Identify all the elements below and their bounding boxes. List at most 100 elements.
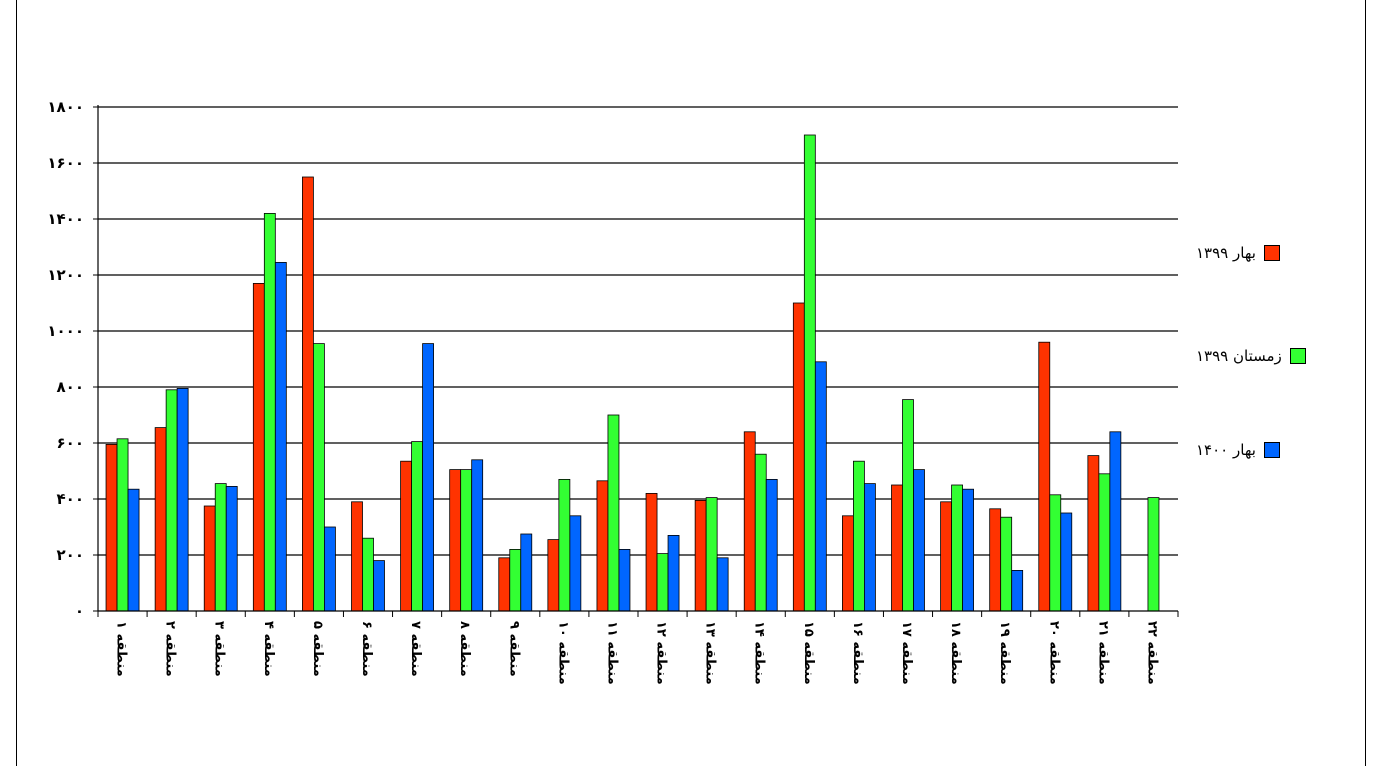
x-tick-label: منطقه ۱۲ — [654, 621, 669, 685]
legend-swatch — [1263, 442, 1280, 458]
bar — [902, 399, 914, 612]
bar — [460, 469, 473, 612]
x-tick-label: منطقه ۱۶ — [850, 621, 865, 685]
bar — [225, 485, 238, 612]
y-tick-label: ۴۰۰ — [57, 490, 84, 508]
x-tick-label: منطقه ۱۷ — [899, 621, 914, 685]
bars — [105, 134, 1160, 612]
bar — [263, 212, 276, 612]
y-tick-label: ۲۰۰ — [57, 546, 84, 564]
bar — [842, 515, 854, 612]
x-tick-label: منطقه ۵ — [310, 621, 325, 677]
bar — [716, 557, 729, 612]
x-tick-label: منطقه ۱ — [114, 621, 129, 677]
bar — [989, 508, 1002, 612]
bar — [498, 557, 511, 612]
x-tick-label: منطقه ۲۲ — [1144, 621, 1159, 685]
legend-label: بهار ۱۳۹۹ — [1196, 244, 1256, 262]
x-tick-label: منطقه ۶ — [359, 621, 374, 677]
frame-left-border — [16, 0, 17, 766]
bar — [411, 441, 423, 612]
bar — [373, 560, 385, 612]
bar — [1109, 431, 1122, 612]
bar — [1087, 455, 1100, 612]
bar — [116, 438, 129, 612]
bar — [252, 282, 265, 612]
bar — [302, 176, 314, 612]
legend-swatch — [1263, 245, 1280, 261]
bar — [324, 526, 336, 612]
legend-item: بهار ۱۳۹۹ — [1196, 242, 1280, 264]
bar — [1049, 494, 1062, 612]
bar — [792, 302, 805, 612]
bar — [814, 361, 827, 612]
bar — [618, 549, 631, 612]
bar — [596, 480, 609, 612]
bar — [569, 515, 582, 612]
bar — [1098, 473, 1111, 612]
x-tick-label: منطقه ۱۵ — [801, 621, 816, 685]
legend-swatch — [1289, 348, 1306, 364]
y-tick-label: ۱۶۰۰ — [47, 154, 84, 172]
y-tick-labels: ۰ ۲۰۰ ۴۰۰ ۶۰۰ ۸۰۰ ۱۰۰۰ ۱۲۰۰ ۱۴۰۰ ۱۶۰۰ ۱۸۰۰ — [47, 98, 84, 620]
y-tick-label: ۸۰۰ — [57, 378, 84, 396]
x-tick-label: منطقه ۲۱ — [1095, 621, 1110, 685]
bar — [1000, 516, 1013, 612]
bar — [176, 387, 189, 612]
bar — [694, 499, 707, 612]
x-tick-label: منطقه ۲۰ — [1046, 621, 1061, 685]
x-tick-label: منطقه ۹ — [506, 621, 521, 677]
legend-label: بهار ۱۴۰۰ — [1196, 441, 1256, 459]
bar — [667, 535, 680, 612]
bar — [1060, 512, 1073, 612]
bar — [105, 443, 118, 612]
x-tick-label: منطقه ۷ — [408, 621, 423, 677]
x-tick-label: منطقه ۱۹ — [997, 621, 1012, 685]
y-tick-label: ۱۰۰۰ — [47, 322, 84, 340]
x-tick-label: منطقه ۱۱ — [604, 621, 619, 685]
bar — [509, 549, 522, 612]
bar — [1147, 497, 1160, 612]
legend-label: زمستان ۱۳۹۹ — [1196, 347, 1282, 365]
bar — [853, 460, 865, 612]
x-tick-label: منطقه ۱۳ — [703, 621, 718, 685]
x-tick-label: منطقه ۱۴ — [752, 621, 767, 685]
bar — [547, 539, 560, 612]
bar — [962, 488, 974, 612]
x-tick-label: منطقه ۸ — [457, 621, 472, 677]
x-tick-label: منطقه ۲ — [163, 621, 178, 677]
y-tick-label: ۱۸۰۰ — [47, 98, 84, 116]
bar — [645, 492, 658, 612]
bar — [940, 501, 952, 612]
gridlines — [98, 106, 1178, 556]
bar — [449, 469, 462, 612]
y-tick-label: ۶۰۰ — [57, 434, 84, 452]
y-tick-label: ۰ — [75, 602, 84, 620]
bar — [913, 469, 925, 612]
bar — [362, 537, 374, 612]
x-tick-label: منطقه ۱۰ — [555, 621, 570, 685]
bar — [754, 453, 767, 612]
bar — [520, 533, 533, 612]
y-tick-label: ۱۴۰۰ — [47, 210, 84, 228]
bar — [274, 261, 287, 612]
bar — [400, 460, 412, 612]
bar — [1038, 341, 1051, 612]
x-tick-label: منطقه ۴ — [261, 621, 276, 677]
bar — [127, 488, 140, 612]
bar — [656, 553, 669, 612]
bar — [1011, 570, 1024, 612]
bar — [864, 483, 876, 612]
bar — [313, 343, 325, 612]
bar — [765, 478, 778, 612]
x-tick-labels: منطقه ۱ منطقه ۲ منطقه ۳ منطقه ۴ منطقه ۵ منطقه… — [114, 621, 1160, 685]
bar — [803, 134, 816, 612]
bar — [607, 414, 620, 612]
bar — [705, 497, 718, 612]
axes — [93, 105, 1179, 617]
bar — [203, 505, 216, 612]
bar — [165, 389, 178, 612]
bar — [743, 431, 756, 612]
bar — [351, 501, 363, 612]
